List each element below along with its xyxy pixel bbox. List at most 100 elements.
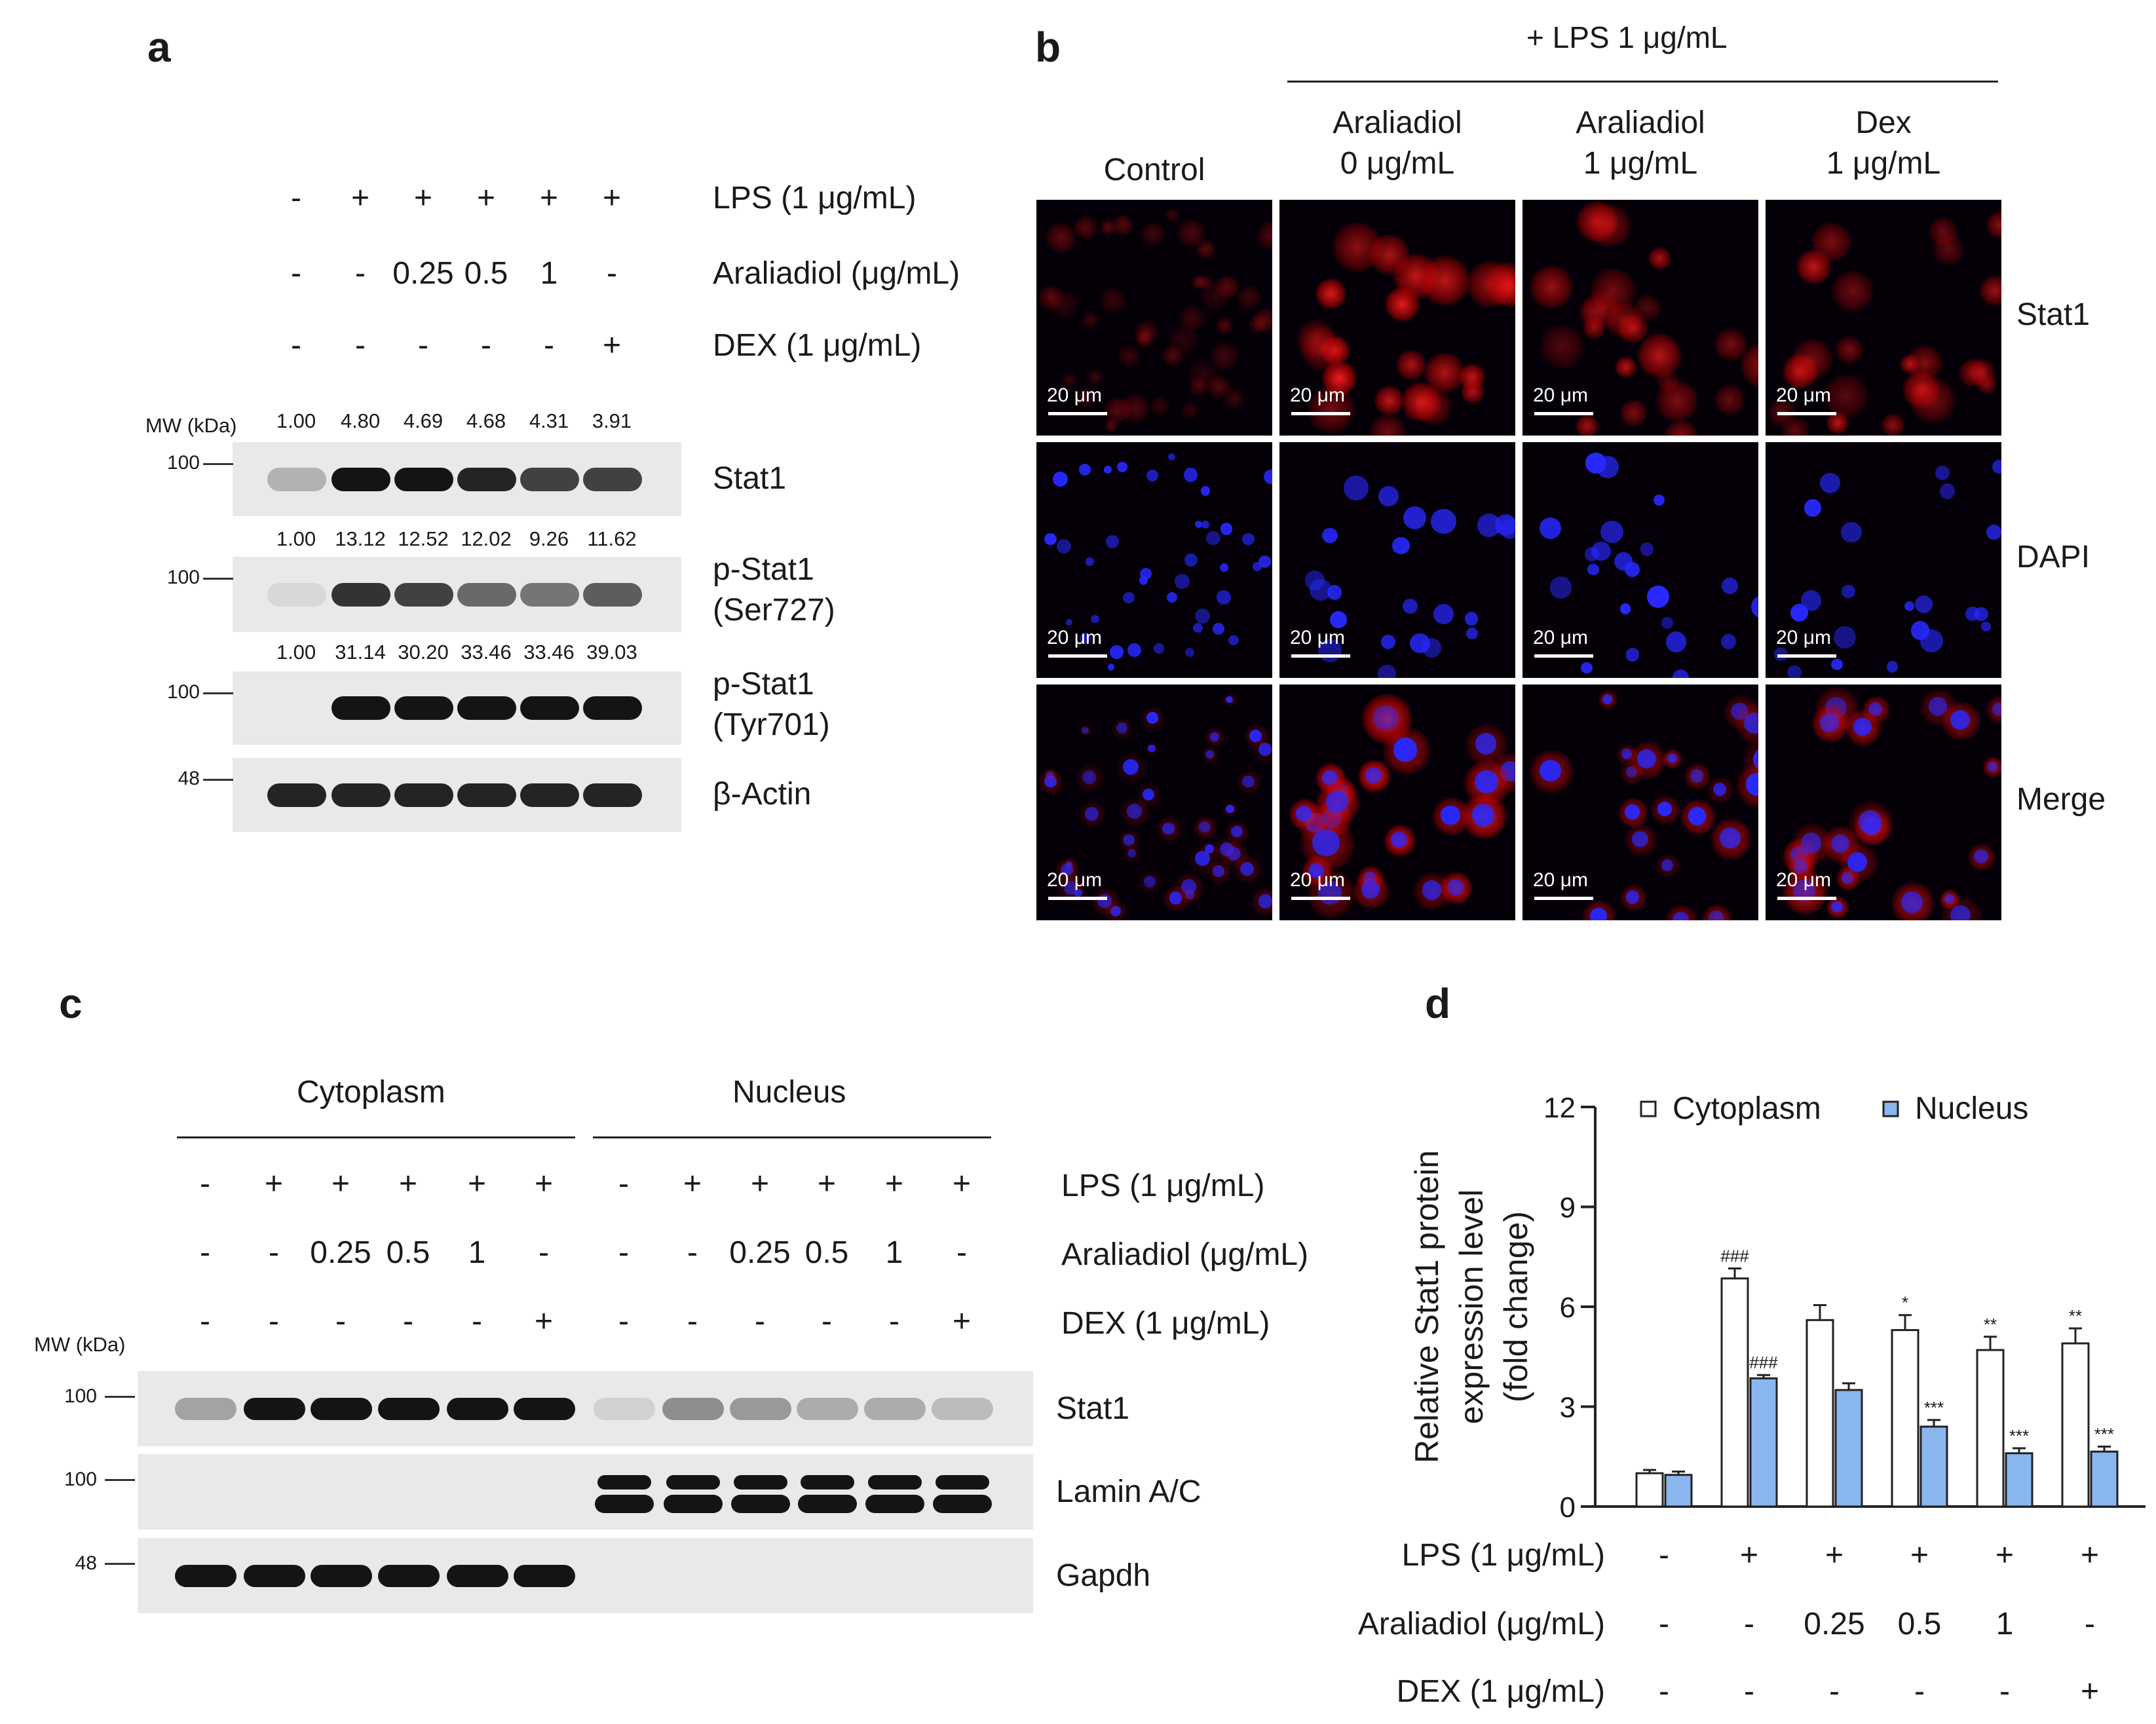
dapi-nucleus [1185, 647, 1195, 657]
dapi-nucleus [1166, 592, 1177, 603]
dapi-nucleus [1831, 901, 1843, 913]
condition-value: + [350, 181, 370, 216]
dapi-nucleus [1312, 829, 1340, 857]
stat1-cell [1046, 222, 1076, 253]
quantification-value: 3.91 [592, 409, 632, 432]
dapi-nucleus [1378, 665, 1396, 678]
quantification-value: 4.69 [403, 409, 444, 432]
condition-value: 0.5 [804, 1235, 849, 1270]
blot-band [447, 1564, 508, 1587]
stat1-cell [1485, 262, 1515, 306]
condition-value: 0.25 [1804, 1607, 1864, 1641]
mw-marker: 100 [166, 452, 200, 474]
column-header-line1: Dex [1855, 105, 1912, 140]
dapi-nucleus [1195, 520, 1202, 528]
condition-label: Araliadiol (μg/mL) [1061, 1237, 1309, 1272]
dapi-nucleus [1080, 633, 1091, 645]
dapi-nucleus [1625, 890, 1640, 904]
stat1-cell [1141, 222, 1165, 246]
stat1-cell [1188, 360, 1219, 390]
dapi-nucleus [1847, 852, 1867, 872]
significance-mark: ** [1984, 1315, 1997, 1334]
blot-band [730, 1397, 791, 1420]
dapi-nucleus [1310, 579, 1332, 601]
stat1-cell [1100, 286, 1127, 313]
dapi-nucleus [1475, 733, 1497, 755]
stat1-cell [1253, 307, 1272, 333]
condition-label: Araliadiol (μg/mL) [713, 256, 960, 291]
stat1-cell [1420, 255, 1470, 306]
significance-mark: ** [2069, 1306, 2082, 1326]
stat1-cell [1782, 353, 1819, 390]
blot-band [520, 696, 579, 720]
stat1-cell [1590, 268, 1636, 314]
scale-bar-label: 20 μm [1290, 384, 1345, 406]
dapi-nucleus [1986, 525, 2001, 540]
blot-band [583, 696, 642, 720]
blot-band [331, 696, 390, 720]
condition-label: DEX (1 μg/mL) [1061, 1306, 1270, 1341]
dapi-nucleus [1549, 576, 1572, 599]
dapi-nucleus [1123, 759, 1139, 775]
dapi-nucleus [1148, 744, 1156, 752]
dapi-nucleus [1116, 722, 1127, 734]
condition-value: + [1825, 1538, 1844, 1573]
bar-nucleus [1834, 1389, 1863, 1508]
micrograph-tile: 20 μm [1522, 684, 1758, 920]
column-header-line2: 1 μg/mL [1826, 146, 1941, 181]
dapi-nucleus [1146, 470, 1159, 481]
bar-nucleus [1664, 1474, 1693, 1508]
dapi-nucleus [1104, 465, 1112, 474]
dapi-nucleus [1744, 712, 1758, 734]
scale-bar [1777, 412, 1836, 415]
condition-value: + [467, 1167, 487, 1201]
quantification-value: 4.68 [466, 409, 506, 432]
dapi-nucleus [1044, 533, 1057, 546]
dapi-nucleus [1199, 821, 1211, 833]
dapi-nucleus [1201, 520, 1209, 529]
blot-band [394, 582, 453, 607]
condition-value: - [539, 1235, 549, 1270]
dapi-nucleus [1184, 553, 1198, 567]
blot-label: Gapdh [1056, 1558, 1151, 1593]
blot-band [868, 1475, 922, 1490]
dapi-nucleus [1206, 531, 1220, 546]
dapi-nucleus [1842, 584, 1856, 599]
condition-value: - [1659, 1607, 1669, 1641]
y-axis-label: expression level [1453, 1190, 1490, 1425]
dapi-nucleus [1195, 851, 1210, 866]
blot-band [583, 783, 642, 807]
dapi-nucleus [1935, 466, 1950, 481]
stat1-cell [1165, 208, 1180, 222]
scale-bar [1048, 412, 1107, 415]
dapi-nucleus [1820, 713, 1840, 732]
dapi-nucleus [1322, 527, 1338, 543]
scale-bar-label: 20 μm [1047, 627, 1102, 648]
dapi-nucleus [1853, 717, 1872, 736]
dapi-nucleus [1746, 772, 1758, 796]
condition-value: - [481, 328, 491, 363]
micrograph-tile: 20 μm [1036, 442, 1272, 678]
legend-label: Cytoplasm [1673, 1091, 1821, 1126]
dapi-nucleus [1175, 574, 1190, 589]
scale-bar [1534, 897, 1593, 900]
mw-tick [203, 779, 233, 781]
condition-value: - [1659, 1538, 1669, 1573]
dapi-nucleus [1162, 822, 1175, 835]
dapi-nucleus [1800, 833, 1822, 853]
dapi-nucleus [1859, 810, 1882, 833]
dapi-nucleus [1464, 612, 1478, 626]
mw-marker: 100 [166, 567, 200, 588]
group-label: Nucleus [732, 1075, 846, 1110]
dapi-nucleus [1381, 635, 1396, 650]
blot-label: Stat1 [713, 461, 787, 496]
stat1-cell [1665, 420, 1698, 436]
condition-value: - [956, 1235, 967, 1270]
stat1-cell [1320, 335, 1351, 366]
blot-band [797, 1397, 858, 1420]
dapi-nucleus [1082, 770, 1097, 785]
dapi-nucleus [1263, 470, 1272, 484]
dapi-nucleus [1258, 742, 1272, 756]
dapi-nucleus [1950, 905, 1971, 920]
blot-strip [138, 1454, 1033, 1529]
